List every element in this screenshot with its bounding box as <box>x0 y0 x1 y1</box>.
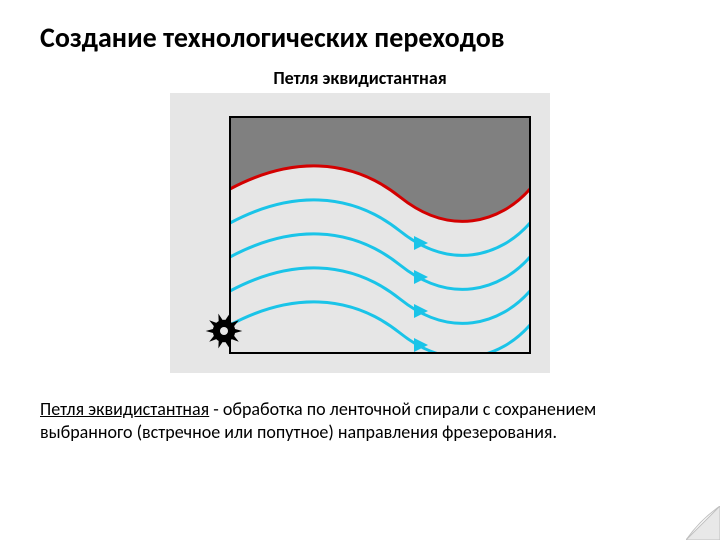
equidistant-loop-diagram <box>170 93 550 378</box>
caption-text: Петля эквидистантная - обработка по лент… <box>40 398 680 445</box>
diagram-svg <box>170 93 550 373</box>
page-corner-fold-icon <box>686 506 720 540</box>
page-title: Создание технологических переходов <box>40 20 680 55</box>
caption-term: Петля эквидистантная <box>40 398 209 420</box>
diagram-subtitle: Петля эквидистантная <box>170 67 550 89</box>
